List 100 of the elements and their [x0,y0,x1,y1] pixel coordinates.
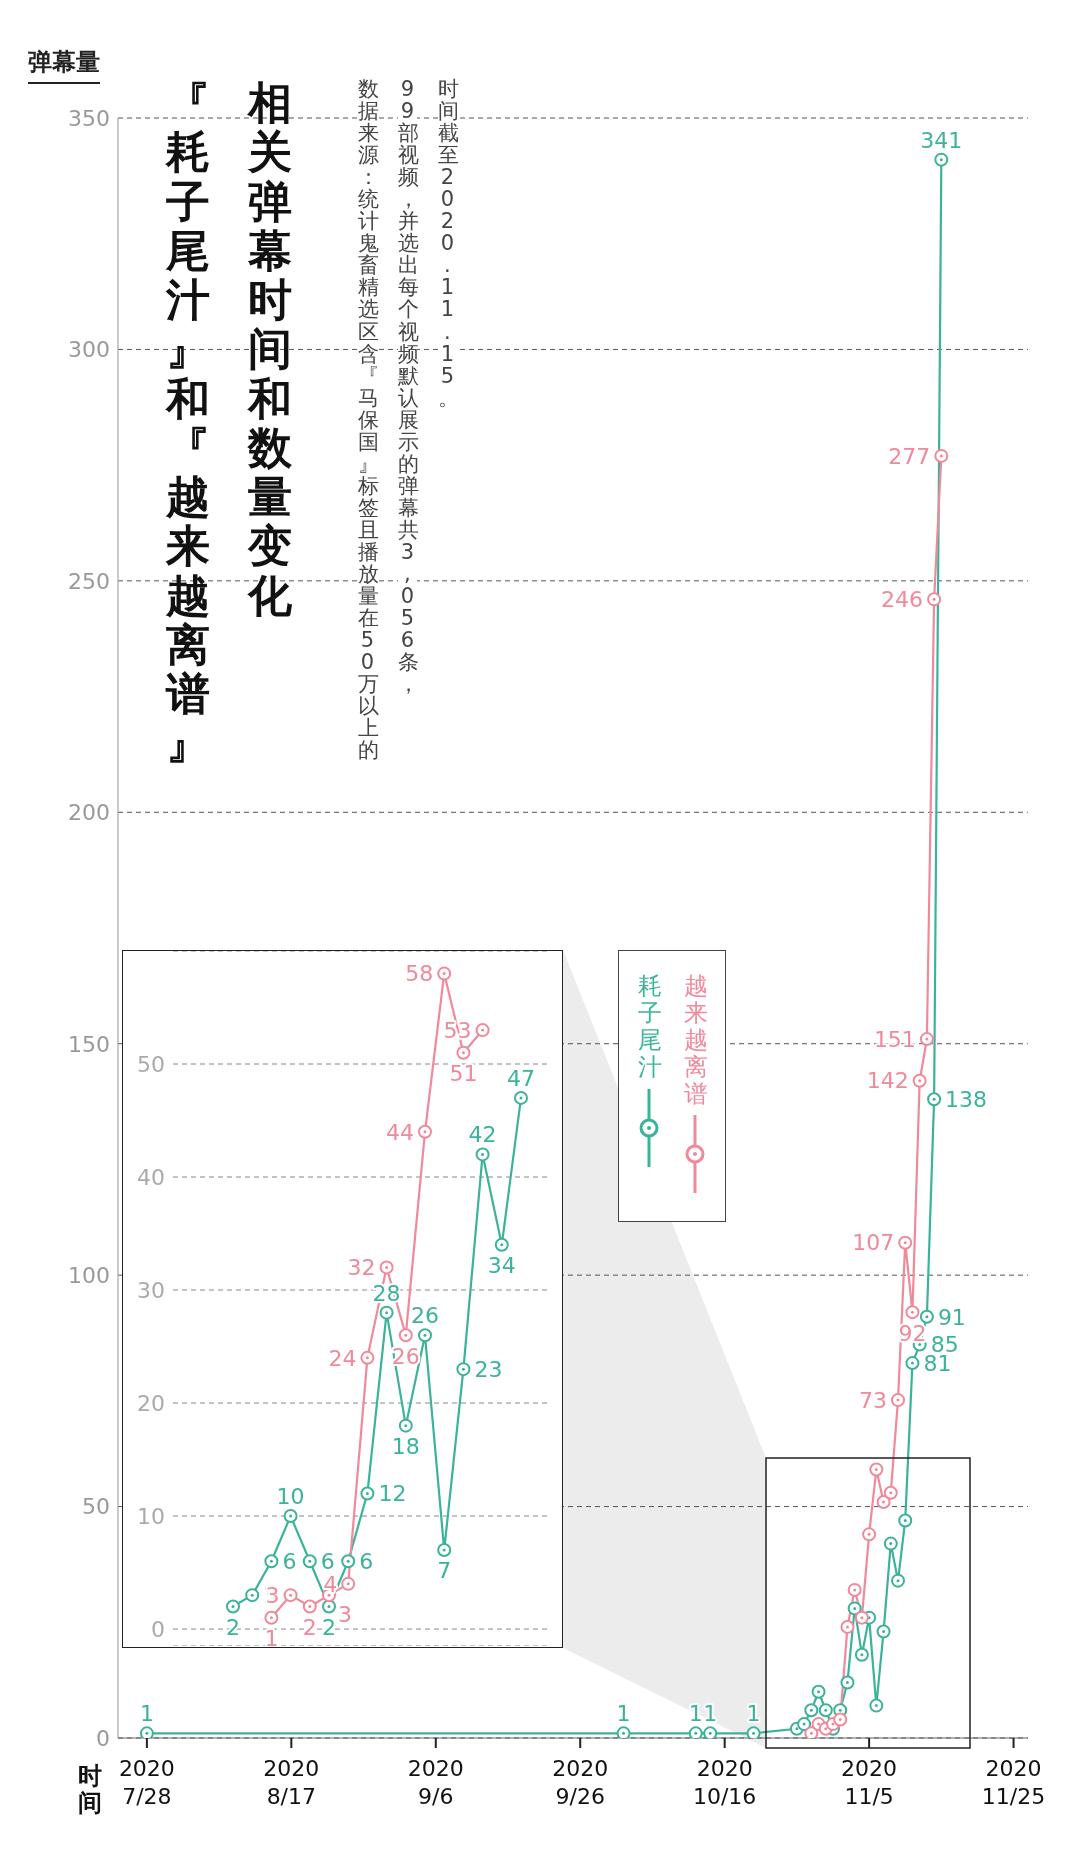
point [341,1554,356,1569]
x-tick-label: 2020 11/5 [841,1756,898,1809]
point [437,966,452,981]
point [360,1350,375,1365]
point [854,1647,869,1662]
data-label: 3 [263,1582,278,1608]
data-label: 6 [282,1548,297,1574]
point [379,1260,394,1275]
data-label: 6 [320,1548,335,1574]
point [905,1356,920,1371]
point [456,1362,471,1377]
y-tick-label: 40 [137,1164,165,1190]
point [264,1554,279,1569]
point [398,1328,413,1343]
point [322,1599,336,1614]
point [245,1588,260,1603]
data-label: 1 [688,1701,703,1727]
point [876,1494,891,1509]
point [475,1023,490,1038]
point [883,1485,898,1500]
chart-title: 『耗子尾汁』和『越来越离谱』 [166,77,210,769]
y-tick-label: 20 [137,1390,165,1416]
point [934,152,949,167]
point [283,1509,298,1524]
data-label: 277 [888,443,931,469]
x-tick-label: 2020 11/25 [981,1756,1046,1809]
point [833,1712,848,1727]
y-tick-label: 30 [137,1277,165,1303]
data-label: 73 [859,1387,887,1413]
y-tick-label: 300 [68,337,110,363]
point [703,1726,718,1738]
point [811,1684,826,1699]
point [898,1235,913,1250]
point [883,1536,898,1551]
data-label: 91 [937,1304,966,1330]
point [475,1147,490,1162]
y-tick-label: 10 [137,1503,165,1529]
point [283,1588,298,1603]
data-label: 26 [411,1303,439,1329]
data-label: 142 [866,1068,909,1094]
point [847,1601,862,1616]
data-label: 7 [437,1558,452,1584]
y-tick-label: 100 [68,1262,110,1288]
point [905,1305,920,1320]
data-label: 12 [378,1481,407,1507]
data-label: 10 [276,1484,305,1510]
point [302,1599,317,1614]
point [840,1619,855,1634]
point [139,1726,154,1738]
point [379,1305,394,1320]
x-tick-label: 2020 8/17 [263,1756,320,1809]
text: 时间截至2020.11.15。 [438,77,459,410]
point [688,1726,703,1738]
data-label: 34 [487,1253,516,1279]
data-label: 1 [264,1626,279,1652]
point [898,1513,913,1528]
point [912,1073,927,1088]
point [919,1032,934,1047]
data-label: 1 [616,1701,631,1727]
point [847,1582,862,1597]
point [934,448,949,463]
text: 相关弹幕时间和数量变化 [248,77,292,621]
y-tick-label: 0 [151,1616,165,1642]
point [919,1309,934,1324]
x-tick-label: 2020 7/28 [118,1756,175,1809]
point [891,1393,905,1408]
data-label: 42 [468,1122,497,1148]
y-tick-label: 350 [68,105,110,131]
point [341,1576,356,1591]
text: 99部视频，并选出每个视频默认展示的弹幕共3,056条， [398,77,419,697]
point [226,1599,240,1614]
point [818,1703,833,1718]
data-label: 32 [347,1255,376,1281]
data-label: 2 [302,1614,317,1640]
legend-box: 耗子尾汁 越来越离谱 [618,950,726,1223]
point [418,1124,432,1139]
data-label: 151 [873,1026,916,1052]
data-label: 341 [920,127,963,153]
data-label: 2 [322,1614,336,1640]
data-label: 18 [391,1434,420,1460]
point [840,1675,855,1690]
point [746,1726,761,1738]
data-label: 47 [507,1065,535,1091]
data-label: 6 [359,1548,374,1574]
point [927,1092,942,1107]
point [869,1698,884,1713]
data-label: 23 [474,1356,503,1382]
point [514,1090,528,1105]
y-axis-title: 弹幕量 [28,46,100,84]
data-label: 246 [881,587,924,613]
point [494,1237,509,1252]
y-tick-label: 50 [137,1051,165,1077]
y-tick-label: 0 [96,1725,110,1751]
point [927,592,942,607]
point [869,1462,884,1477]
point [891,1573,905,1588]
point [398,1418,413,1433]
data-label: 1 [703,1701,718,1727]
point [302,1554,317,1569]
data-label: 58 [405,961,434,987]
